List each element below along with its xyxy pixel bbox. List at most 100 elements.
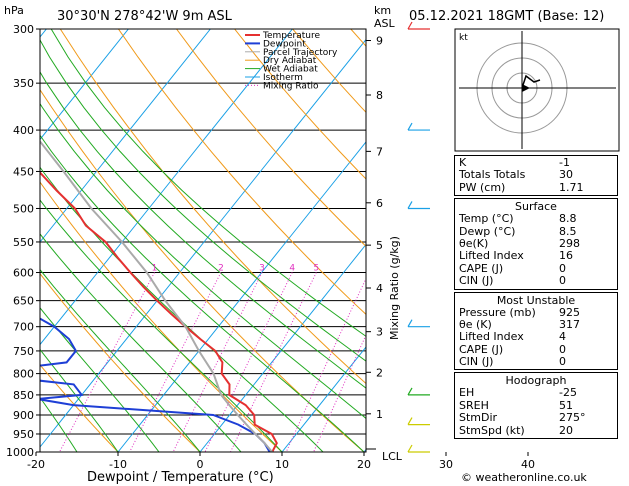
hodograph-unit: kt (459, 33, 468, 43)
wet-adiabat-line (40, 39, 366, 362)
legend-label: Dry Adiabat (263, 56, 317, 66)
surface-box: Surface Temp (°C) 8.8 Dewp (°C) 8.5 θe(K) 2… (454, 198, 618, 290)
dry-adiabat-line (117, 29, 366, 316)
surface-title: Surface (515, 200, 557, 214)
pressure-tick-label: 900 (13, 409, 34, 422)
mu-label: θe (K) (459, 317, 492, 331)
mixing-ratio-label: 8 (366, 264, 372, 274)
hodograph-table-box: Hodograph EH -25 SREH 51 StmDir 275° StmSpd… (454, 372, 618, 440)
surface-value: 8.8 (559, 212, 577, 226)
surface-value: 0 (559, 261, 566, 275)
hodograph-trace (521, 74, 541, 89)
indices-box: K -1 Totals Totals 30 PW (cm) 1.71 (454, 155, 618, 197)
watermark: © weatheronline.co.uk (461, 471, 587, 484)
isotherm-line (40, 29, 293, 346)
plot-frame (39, 28, 367, 453)
mixing-ratio-line (313, 333, 366, 452)
date-title: 05.12.2021 18GMT (Base: 12) (409, 9, 604, 24)
mu-value: 317 (559, 317, 580, 331)
wind-barb-icon (407, 201, 413, 209)
wind-barb-icon (407, 122, 413, 131)
pressure-tick-label: 600 (13, 267, 34, 280)
temperature-tick-label: 10 (275, 458, 289, 471)
wet-adiabat-line (50, 29, 366, 337)
pressure-tick-label: 850 (13, 389, 34, 402)
surface-value: 298 (559, 236, 580, 250)
surface-value: 16 (559, 249, 573, 263)
pressure-tick-label: 1000 (6, 446, 34, 459)
asl-label: ASL (374, 17, 396, 30)
wet-adiabat-line (40, 71, 366, 389)
mixing-ratio-line (59, 272, 155, 452)
mixing-ratio-line (285, 277, 366, 452)
x-axis-label: Dewpoint / Temperature (°C) (87, 470, 274, 485)
km-tick-label: 1 (376, 408, 383, 421)
mixing-ratio-line (364, 448, 366, 452)
hodo-value: 20 (559, 423, 573, 437)
pressure-tick-label: 400 (13, 124, 34, 137)
lcl-label: LCL (382, 450, 403, 463)
mixing-ratio-label: 1 (152, 264, 158, 274)
wet-adiabat-line (40, 268, 201, 452)
pressure-tick-label: 700 (13, 321, 34, 334)
km-tick-label: 6 (376, 197, 383, 210)
tt-label: Totals Totals (459, 168, 526, 182)
wet-adiabat-line (40, 199, 283, 452)
wet-adiabat-line (40, 102, 366, 420)
wet-adiabat-line (40, 396, 78, 452)
hodo-value: -25 (559, 386, 577, 400)
km-tick-label: 5 (376, 239, 383, 252)
temperature-tick-label: 0 (197, 458, 204, 471)
legend-label: Dewpoint (263, 39, 306, 49)
location-title: 30°30'N 278°42'W 9m ASL (57, 9, 233, 24)
mu-label: CAPE (J) (459, 342, 504, 356)
temperature-tick-label: -20 (27, 458, 45, 471)
pressure-tick-label: 300 (13, 23, 34, 36)
legend-label: Wet Adiabat (263, 65, 318, 75)
hodograph: kt (454, 28, 620, 152)
isotherm-line (40, 38, 366, 448)
temperature-line (40, 171, 278, 452)
wet-adiabat-line (40, 348, 119, 452)
pressure-tick-label: 550 (13, 236, 34, 249)
pressure-tick-label: 750 (13, 345, 34, 358)
tt-value: 30 (559, 168, 573, 182)
mu-label: Pressure (mb) (459, 305, 536, 319)
mu-value: 0 (559, 342, 566, 356)
pressure-tick-label: 500 (13, 202, 34, 215)
surface-label: CIN (J) (459, 274, 494, 288)
isotherm-line (199, 243, 366, 452)
wind-barb-icon (407, 444, 413, 453)
storm-motion-arrow-icon (522, 84, 530, 92)
mu-value: 4 (559, 330, 566, 344)
hodo-title: Hodograph (505, 374, 567, 388)
pw-value: 1.71 (559, 180, 584, 194)
hodo-label: StmDir (459, 411, 498, 425)
temperature-tick-label: 40 (521, 458, 535, 471)
hodo-value: 51 (559, 398, 573, 412)
hodo-label: SREH (459, 398, 489, 412)
mixing-ratio-label: 4 (289, 264, 295, 274)
indices-panel: K -1 Totals Totals 30 PW (cm) 1.71 Surface … (454, 155, 618, 441)
wind-barb-icon (407, 387, 413, 396)
isotherm-line (40, 29, 211, 243)
legend-label: Temperature (262, 31, 320, 41)
dry-adiabat-line (176, 29, 366, 247)
parcel-trajectory-line (40, 139, 273, 452)
km-tick-label: 7 (376, 145, 383, 158)
mixing-ratio-label: 15 (437, 264, 448, 274)
pressure-tick-label: 800 (13, 368, 34, 381)
most-unstable-box: Most Unstable Pressure (mb) 925 θe (K) 317… (454, 291, 618, 371)
temperature-tick-label: -10 (109, 458, 127, 471)
km-tick-label: 2 (376, 366, 383, 379)
wet-adiabat-line (40, 166, 324, 452)
wind-barb-icon (407, 417, 413, 425)
wet-adiabat-line (40, 134, 365, 452)
pressure-tick-label: 650 (13, 295, 34, 308)
pressure-tick-label: 350 (13, 77, 34, 90)
dewpoint-line (40, 317, 271, 452)
mu-label: Lifted Index (459, 330, 524, 344)
mixing-ratio-label: 5 (313, 264, 319, 274)
